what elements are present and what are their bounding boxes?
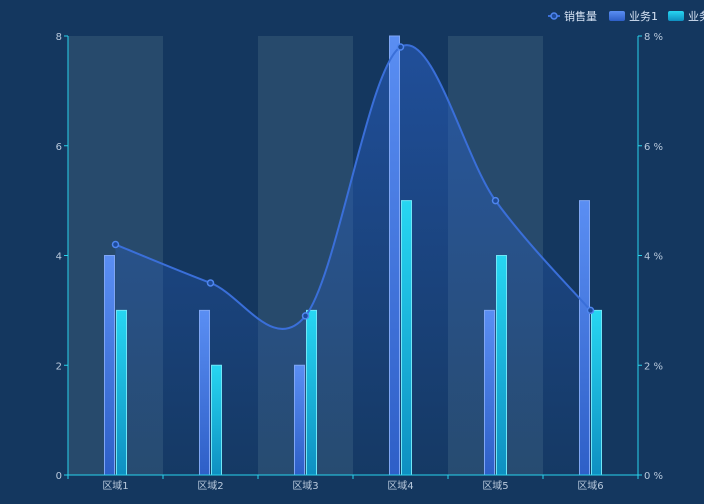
y-left-tick-label: 4 xyxy=(56,252,62,263)
bar-业务1-区域2 xyxy=(199,309,210,476)
bar-业务2-区域4 xyxy=(401,200,412,476)
y-left-tick-label: 6 xyxy=(56,142,62,153)
y-left-tick-label: 8 xyxy=(56,32,62,43)
bar-业务2-区域3 xyxy=(306,309,317,476)
y-left-tick-label: 0 xyxy=(56,471,62,482)
x-tick-label: 区域5 xyxy=(482,479,508,492)
legend-label-销售量: 销售量 xyxy=(564,9,597,23)
bar-业务2-区域5 xyxy=(496,255,507,476)
bar-layer xyxy=(104,35,602,476)
legend-point-swatch xyxy=(550,12,558,20)
x-tick-label: 区域3 xyxy=(292,479,318,492)
y-left-tick-label: 2 xyxy=(56,361,62,372)
bar-业务1-区域1 xyxy=(104,255,115,476)
line-area-fill xyxy=(115,45,591,476)
legend[interactable]: 销售量 业务1 业务2 xyxy=(548,9,704,23)
y-right-tick-label: 2 % xyxy=(644,361,663,372)
bar-业务1-区域3 xyxy=(294,364,305,476)
y-right-tick-label: 4 % xyxy=(644,252,663,263)
line-point-区域2 xyxy=(206,279,215,287)
line-point-区域1 xyxy=(111,240,120,249)
line-point-区域4 xyxy=(396,43,405,51)
y-right-tick-label: 0 % xyxy=(644,471,663,482)
legend-bar-swatch xyxy=(609,11,625,21)
y-right-tick-label: 8 % xyxy=(644,32,663,43)
legend-bar-swatch xyxy=(668,11,684,21)
y-right-tick-label: 6 % xyxy=(644,142,663,153)
line-point-区域6 xyxy=(586,306,595,315)
bar-业务2-区域6 xyxy=(591,309,602,476)
x-tick-label: 区域2 xyxy=(197,479,223,492)
legend-label-业务1: 业务1 xyxy=(629,10,658,23)
bar-业务1-区域4 xyxy=(389,35,400,476)
bar-业务2-区域1 xyxy=(116,309,127,476)
bar-业务1-区域6 xyxy=(579,200,590,476)
line-layer xyxy=(111,43,595,330)
x-tick-label: 区域4 xyxy=(387,479,413,492)
x-tick-label: 区域6 xyxy=(577,479,603,492)
legend-label-业务2: 业务2 xyxy=(688,10,704,23)
bar-业务1-区域5 xyxy=(484,309,495,476)
line-point-区域3 xyxy=(301,312,310,320)
area-layer xyxy=(115,45,591,476)
axes-layer: 0 2 4 6 8 0 % 2 % 4 % 6 % 8 % 区域1 区域2 区域3 区域4 区域5 区域6 xyxy=(56,32,663,492)
line-point-区域5 xyxy=(491,196,500,205)
x-tick-label: 区域1 xyxy=(102,479,128,492)
bar-业务2-区域2 xyxy=(211,364,222,476)
